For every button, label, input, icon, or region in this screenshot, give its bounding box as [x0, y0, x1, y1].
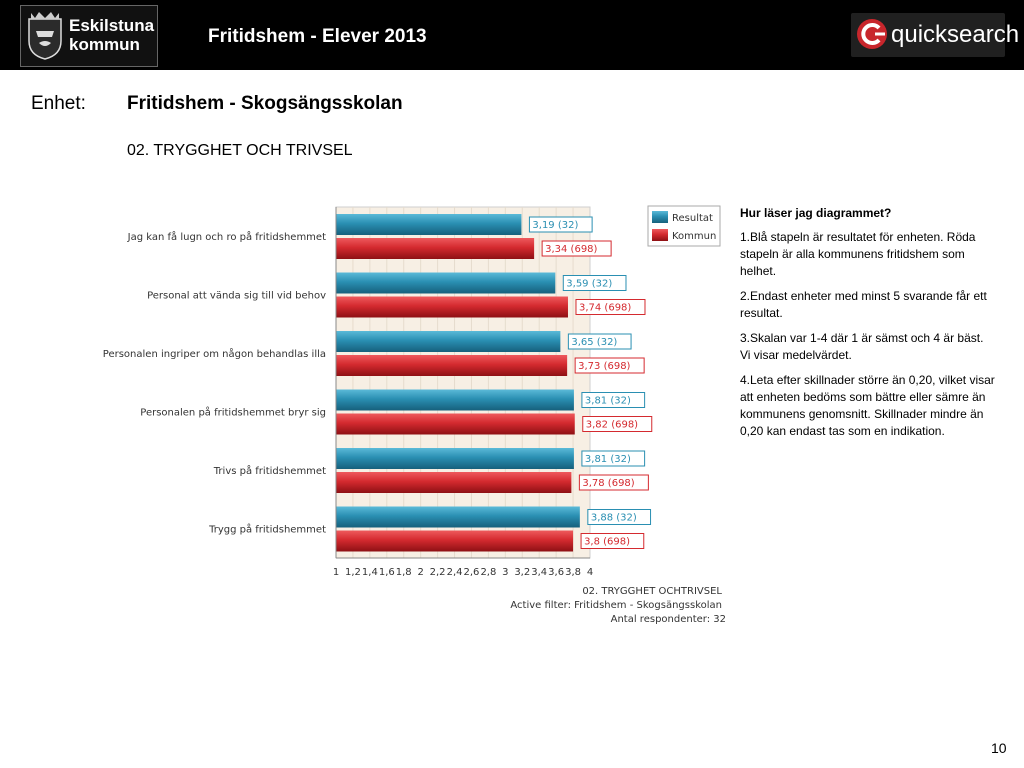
data-label-box	[541, 240, 612, 257]
chart-footer: 02. TRYGGHET OCHTRIVSEL Active filter: F…	[510, 586, 726, 625]
bar-resultat	[336, 214, 522, 235]
bar-resultat	[336, 506, 580, 528]
data-label: 3,34 (698)	[545, 244, 597, 255]
logo-text-line2: kommun	[69, 35, 140, 54]
bar-kommun	[336, 530, 574, 552]
x-tick-label: 3,2	[514, 567, 530, 578]
data-label-box	[575, 299, 646, 315]
data-label: 3,19 (32)	[532, 220, 578, 231]
help-item: 3.Skalan var 1-4 där 1 är sämst och 4 är…	[740, 331, 984, 362]
help-item: 4.Leta efter skillnader större än 0,20, …	[740, 373, 995, 438]
legend-swatch-kommun	[652, 229, 668, 241]
data-label-box	[528, 216, 593, 233]
category-label: Trygg på fritidshemmet	[208, 523, 326, 536]
chart-footer-line-3: Antal respondenter: 32	[611, 614, 726, 625]
eskilstuna-logo: Eskilstuna kommun	[20, 5, 158, 67]
bar-resultat	[336, 331, 561, 352]
gridlines	[352, 207, 574, 558]
x-tick-label: 4	[587, 567, 593, 578]
data-label-box	[562, 275, 627, 291]
bar-resultat	[336, 448, 574, 469]
x-tick-label: 2	[417, 567, 423, 578]
category-label: Personalen på fritidshemmet bryr sig	[140, 406, 326, 419]
legend-swatch-resultat	[652, 211, 668, 223]
bar-kommun	[336, 472, 572, 493]
chart-footer-line-1: 02. TRYGGHET OCHTRIVSEL	[582, 586, 722, 597]
x-tick-label: 1,2	[345, 567, 361, 578]
legend-label-kommun: Kommun	[672, 231, 716, 242]
legend-label-resultat: Resultat	[672, 213, 713, 224]
unit-label: Enhet:	[31, 93, 86, 114]
logo-text-line1: Eskilstuna	[69, 16, 155, 35]
unit-value: Fritidshem - Skogsängsskolan	[127, 93, 403, 114]
data-label-box	[581, 450, 646, 467]
category-labels: Jag kan få lugn och ro på fritidshemmet P…	[103, 230, 326, 536]
x-tick-label: 1,6	[379, 567, 395, 578]
quicksearch-logo-text: quicksearch	[891, 21, 1020, 48]
x-tick-label: 3	[502, 567, 508, 578]
x-tick-label: 2,6	[464, 567, 480, 578]
x-tick-label: 3,4	[531, 567, 547, 578]
data-label-box	[581, 392, 646, 408]
logo-text: Eskilstuna kommun	[69, 16, 154, 54]
data-label: 3,81 (32)	[585, 454, 631, 465]
x-tick-label: 3,8	[565, 567, 581, 578]
x-tick-label: 1	[333, 567, 339, 578]
bar-resultat	[336, 272, 556, 294]
category-label: Personalen ingriper om någon behandlas i…	[103, 347, 326, 360]
category-label: Trivs på fritidshemmet	[213, 464, 326, 477]
bar-resultat	[336, 389, 574, 411]
chart-footer-line-2: Active filter: Fritidshem - Skogsängssko…	[510, 600, 722, 611]
help-title: Hur läser jag diagrammet?	[740, 206, 892, 220]
bar-kommun	[336, 413, 575, 435]
data-label-box	[574, 357, 645, 374]
data-label-box	[587, 509, 652, 525]
presentation-title: Fritidshem - Elever 2013	[208, 26, 427, 47]
x-tick-label: 2,2	[430, 567, 446, 578]
data-label: 3,74 (698)	[579, 303, 631, 314]
data-label: 3,78 (698)	[582, 478, 634, 489]
data-label: 3,73 (698)	[578, 361, 630, 372]
data-label-box	[567, 333, 632, 350]
quicksearch-logo: quicksearch	[851, 13, 1019, 57]
quicksearch-swirl-icon	[857, 19, 887, 49]
category-label: Jag kan få lugn och ro på fritidshemmet	[127, 230, 326, 243]
data-label: 3,65 (32)	[571, 337, 617, 348]
data-label-box	[578, 474, 649, 491]
x-tick-label: 3,6	[548, 567, 564, 578]
bars: 3,19 (32) 3,34 (698) 3,59 (32) 3,74 (698) 3,…	[336, 214, 653, 552]
data-label: 3,81 (32)	[585, 396, 631, 407]
plot-area	[335, 206, 591, 559]
data-label: 3,88 (32)	[591, 513, 637, 524]
category-label: Personal att vända sig till vid behov	[147, 291, 326, 302]
bar-kommun	[336, 296, 568, 318]
bar-kommun	[336, 238, 535, 259]
x-tick-label: 1,4	[362, 567, 378, 578]
x-tick-label: 2,4	[447, 567, 463, 578]
data-label-box	[580, 533, 645, 549]
legend: Resultat Kommun	[647, 205, 721, 247]
x-tick-label: 2,8	[480, 567, 496, 578]
data-label: 3,82 (698)	[586, 420, 638, 431]
help-item: 1.Blå stapeln är resultatet för enheten.…	[740, 230, 976, 278]
page-number: 10	[991, 740, 1007, 756]
help-item: 2.Endast enheter med minst 5 svarande få…	[740, 289, 987, 320]
data-label: 3,59 (32)	[566, 279, 612, 290]
header-bar: Eskilstuna kommun Fritidshem - Elever 20…	[0, 0, 1024, 70]
coat-of-arms-icon	[28, 12, 62, 60]
x-tick-labels: 1 1,2 1,4 1,6 1,8 2 2,2 2,4 2,6 2,8 3 3,2 3,4 3,6 3,8 4	[333, 567, 593, 578]
help-box: Hur läser jag diagrammet? 1.Blå stapeln …	[740, 205, 996, 448]
data-label: 3,8 (698)	[584, 537, 630, 548]
data-label-box	[582, 416, 653, 432]
x-tick-label: 1,8	[396, 567, 412, 578]
section-title: 02. TRYGGHET OCH TRIVSEL	[127, 142, 353, 159]
bar-kommun	[336, 355, 568, 376]
